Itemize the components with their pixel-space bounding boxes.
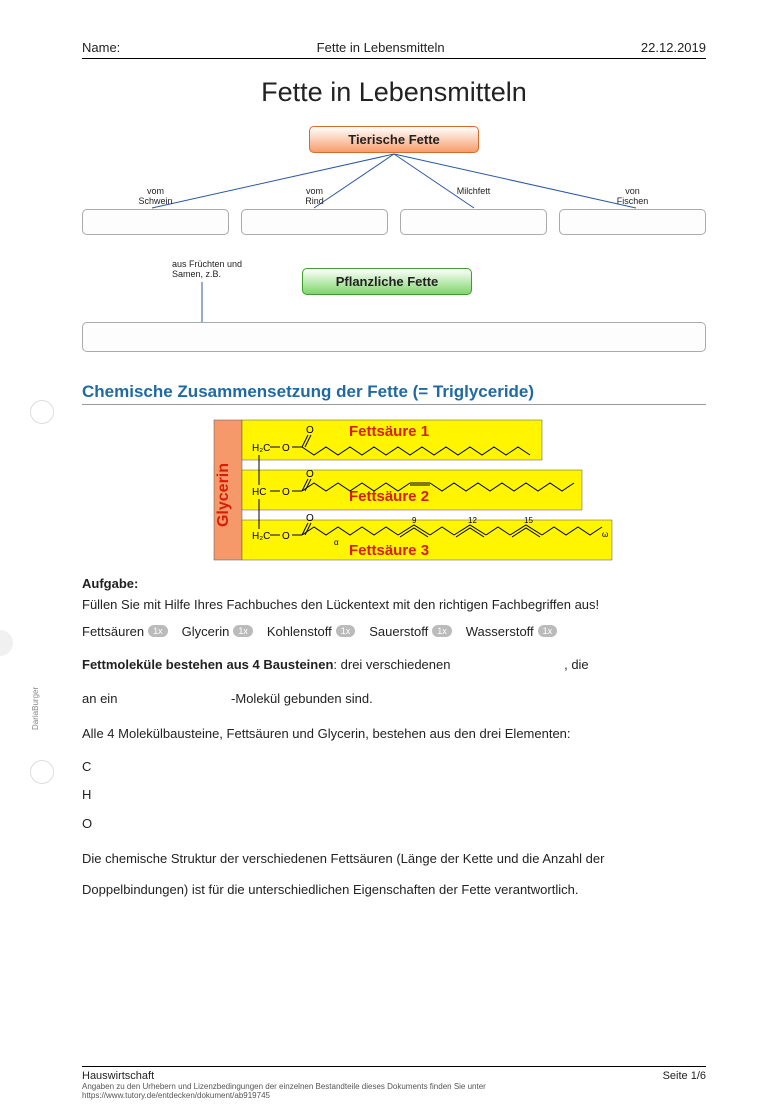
diagram-child: Milchfett (400, 187, 547, 235)
answer-box-large[interactable] (82, 322, 706, 352)
svg-text:HC: HC (252, 487, 266, 498)
svg-text:O: O (306, 513, 314, 524)
footer-credit: Angaben zu den Urhebern und Lizenzbeding… (82, 1082, 706, 1100)
term-bank: Fettsäuren1x Glycerin1x Kohlenstoff1x Sa… (82, 624, 706, 639)
punch-hole (30, 760, 54, 784)
punch-hole (30, 400, 54, 424)
diagram-child: vom Rind (241, 187, 388, 235)
term-item[interactable]: Sauerstoff1x (369, 624, 452, 639)
svg-text:O: O (306, 425, 314, 436)
section-heading: Chemische Zusammensetzung der Fette (= T… (82, 382, 706, 405)
term-item[interactable]: Kohlenstoff1x (267, 624, 355, 639)
svg-text:15: 15 (524, 516, 533, 525)
svg-text:O: O (282, 487, 290, 498)
fatty-acid-1-label: Fettsäure 1 (349, 423, 429, 440)
svg-text:H₂C: H₂C (252, 443, 270, 454)
punch-hole-half (0, 630, 13, 656)
worksheet-page: Name: Fette in Lebensmitteln 22.12.2019 … (0, 0, 768, 1110)
footer-page-number: Seite 1/6 (663, 1070, 706, 1082)
triglyceride-figure: Glycerin Fettsäure 1 Fettsäure 2 Fettsäu… (174, 415, 614, 565)
svg-text:O: O (282, 443, 290, 454)
diagram-child: vom Schwein (82, 187, 229, 235)
fatty-acid-2-label: Fettsäure 2 (349, 488, 429, 505)
term-item[interactable]: Fettsäuren1x (82, 624, 168, 639)
page-header: Name: Fette in Lebensmitteln 22.12.2019 (82, 40, 706, 59)
animal-fats-node: Tierische Fette (309, 126, 479, 153)
answer-box[interactable] (559, 209, 706, 235)
header-name-label: Name: (82, 40, 120, 55)
page-footer: Hauswirtschaft Seite 1/6 (82, 1066, 706, 1082)
cloze-text: Fettmoleküle bestehen aus 4 Bausteinen: … (82, 653, 706, 903)
task-block: Aufgabe: Füllen Sie mit Hilfe Ihres Fach… (82, 575, 706, 618)
child-label: vom Schwein (82, 187, 229, 207)
svg-text:ω: ω (602, 530, 608, 539)
plant-fats-side-label: aus Früchten und Samen, z.B. (172, 260, 242, 280)
child-label: von Fischen (559, 187, 706, 207)
footer-subject: Hauswirtschaft (82, 1070, 154, 1082)
header-date: 22.12.2019 (641, 40, 706, 55)
diagram-child: von Fischen (559, 187, 706, 235)
svg-text:O: O (282, 531, 290, 542)
header-title: Fette in Lebensmitteln (317, 40, 445, 55)
page-title: Fette in Lebensmitteln (82, 77, 706, 108)
svg-text:O: O (306, 469, 314, 480)
animal-fats-diagram: Tierische Fette vom Schwein vom Rind Mil… (82, 126, 706, 234)
fatty-acid-3-label: Fettsäure 3 (349, 542, 429, 559)
answer-box[interactable] (400, 209, 547, 235)
answer-box[interactable] (82, 209, 229, 235)
svg-text:H₂C: H₂C (252, 531, 270, 542)
plant-fats-diagram: aus Früchten und Samen, z.B. Pflanzliche… (82, 260, 706, 360)
term-item[interactable]: Wasserstoff1x (466, 624, 557, 639)
term-item[interactable]: Glycerin1x (182, 624, 253, 639)
task-label: Aufgabe: (82, 576, 138, 591)
svg-text:9: 9 (412, 516, 417, 525)
task-instruction: Füllen Sie mit Hilfe Ihres Fachbuches de… (82, 597, 599, 612)
element-letter: O (82, 812, 706, 837)
plant-fats-node: Pflanzliche Fette (302, 268, 472, 295)
cloze-bold: Fettmoleküle bestehen aus 4 Bausteinen (82, 657, 333, 672)
child-label: vom Rind (241, 187, 388, 207)
element-letter: C (82, 755, 706, 780)
element-letter: H (82, 783, 706, 808)
svg-text:α: α (334, 538, 339, 547)
svg-text:12: 12 (468, 516, 477, 525)
glycerin-label: Glycerin (215, 463, 232, 527)
answer-box[interactable] (241, 209, 388, 235)
author-credit: DariaBurger (31, 687, 40, 730)
child-label: Milchfett (400, 187, 547, 207)
